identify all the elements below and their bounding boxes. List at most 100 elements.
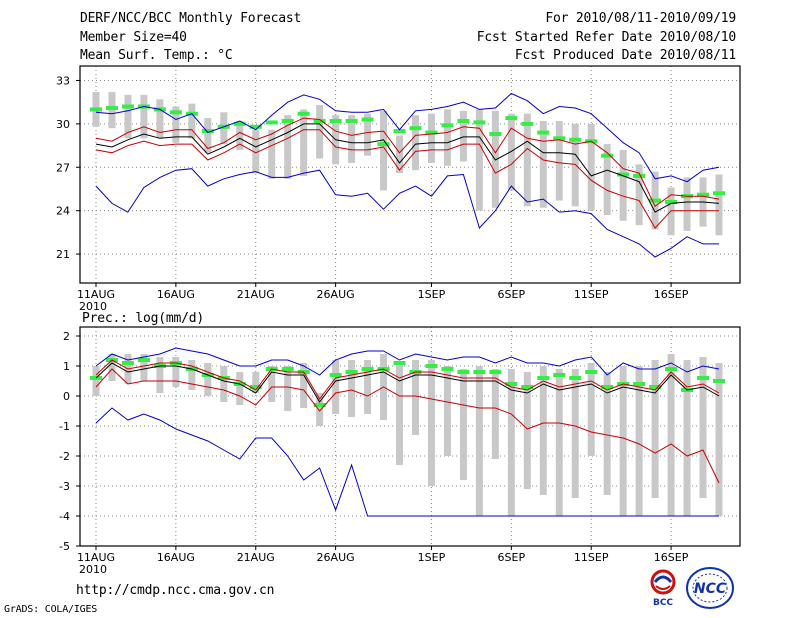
precipitation-green-marker — [489, 370, 502, 374]
temperature-spread-box — [204, 118, 212, 153]
temperature-spread-box — [172, 106, 180, 143]
precipitation-spread-box — [459, 369, 467, 480]
temperature-green-marker — [393, 129, 406, 134]
precipitation-spread-box — [539, 366, 547, 495]
variable-label: Mean Surf. Temp.: °C — [80, 48, 233, 63]
precipitation-spread-box — [651, 360, 659, 498]
precipitation-green-marker — [649, 385, 662, 389]
precipitation-green-marker — [537, 376, 550, 380]
temperature-xtick-label-6: 11SEP — [574, 288, 609, 301]
precipitation-ytick-label-0: -5 — [59, 540, 70, 553]
precipitation-spread-box — [332, 360, 340, 414]
temperature-green-marker — [249, 124, 262, 129]
grads-credit: GrADS: COLA/IGES — [4, 604, 98, 615]
temperature-green-marker — [617, 172, 630, 177]
temperature-green-marker — [537, 130, 550, 135]
precipitation-ytick-label-1: -4 — [59, 510, 70, 523]
precipitation-ytick-label-7: 2 — [63, 330, 70, 343]
precipitation-ytick-label-4: -1 — [59, 420, 70, 433]
precipitation-spread-box — [507, 369, 515, 516]
precipitation-green-marker — [361, 367, 374, 371]
precipitation-xtick-sublabel-0: 2010 — [79, 563, 107, 576]
precipitation-green-marker — [713, 379, 725, 383]
temperature-green-marker — [473, 120, 486, 125]
precipitation-spread-box — [491, 369, 499, 459]
temperature-green-marker — [329, 118, 342, 123]
temperature-xtick-label-3: 26AUG — [317, 288, 355, 301]
precipitation-green-marker — [665, 367, 678, 371]
precipitation-green-marker — [137, 358, 150, 362]
temperature-green-marker — [121, 104, 134, 109]
temperature-spread-box — [459, 110, 467, 162]
temperature-green-marker — [90, 107, 102, 112]
precipitation-upper-bound-line — [95, 347, 720, 376]
precipitation-xtick-label-1: 16AUG — [157, 551, 195, 564]
temperature-ytick-label-1: 24 — [56, 205, 70, 218]
temperature-spread-box — [635, 164, 643, 226]
precipitation-spread-box — [284, 366, 292, 411]
precipitation-green-marker — [553, 373, 566, 377]
temperature-green-marker — [105, 105, 118, 110]
temperature-green-marker — [665, 199, 678, 204]
precipitation-spread-box — [699, 357, 707, 498]
temperature-green-marker — [649, 198, 662, 203]
precipitation-spread-box — [396, 363, 404, 465]
precipitation-xtick-label-4: 1SEP — [418, 551, 446, 564]
temperature-green-marker — [633, 173, 646, 178]
temperature-spread-box — [316, 105, 324, 159]
temperature-spread-box — [475, 109, 483, 211]
temperature-spread-box — [587, 123, 595, 211]
temperature-green-marker — [201, 129, 214, 134]
source-url[interactable]: http://cmdp.ncc.cma.gov.cn — [76, 583, 275, 598]
temperature-spread-box — [523, 113, 531, 207]
precipitation-spread-box — [140, 354, 148, 381]
temperature-xtick-label-5: 6SEP — [498, 288, 526, 301]
precipitation-green-marker — [697, 376, 710, 380]
precipitation-spread-box — [635, 366, 643, 516]
precipitation-lower-bound-line — [95, 407, 719, 517]
precipitation-green-marker — [521, 385, 534, 389]
temperature-green-marker — [361, 117, 374, 122]
precipitation-green-marker — [313, 403, 326, 407]
precipitation-green-marker — [585, 370, 598, 374]
temperature-green-marker — [441, 123, 454, 128]
ncc-logo: NCC — [686, 567, 734, 609]
temperature-green-marker — [521, 121, 534, 126]
precipitation-ytick-label-5: 0 — [63, 390, 70, 403]
temperature-green-marker — [409, 126, 422, 131]
bcc-logo-text: BCC — [653, 598, 673, 608]
temperature-spread-box — [507, 113, 515, 191]
precipitation-spread-box — [364, 360, 372, 414]
precipitation-spread-box — [300, 363, 308, 408]
temperature-ytick-label-4: 33 — [56, 74, 70, 87]
temperature-spread-box — [252, 129, 260, 174]
precipitation-ytick-label-3: -2 — [59, 450, 70, 463]
precipitation-panel-frame — [79, 326, 741, 547]
temperature-spread-box — [268, 129, 276, 179]
temperature-spread-box — [108, 92, 116, 129]
temperature-spread-box — [140, 94, 148, 139]
precipitation-spread-box — [523, 372, 531, 489]
precipitation-green-marker — [249, 385, 262, 389]
precipitation-green-marker — [121, 361, 134, 365]
temperature-ytick-label-3: 30 — [56, 118, 70, 131]
temperature-spread-box — [284, 115, 292, 179]
precipitation-green-marker — [345, 370, 358, 374]
precipitation-spread-box — [427, 360, 435, 486]
temperature-green-marker — [313, 118, 326, 123]
precipitation-xtick-label-7: 16SEP — [654, 551, 689, 564]
temperature-spread-box — [380, 110, 388, 191]
fcst-started-date: Fcst Started Refer Date 2010/08/10 — [476, 30, 737, 45]
chart-title: DERF/NCC/BCC Monthly Forecast — [80, 11, 302, 26]
precipitation-spread-box — [475, 366, 483, 516]
precipitation-red-lower-line — [95, 368, 720, 484]
temperature-spread-box — [427, 113, 435, 163]
precipitation-xtick-label-0: 11AUG — [77, 551, 115, 564]
precipitation-spread-box — [236, 372, 244, 405]
temperature-spread-box — [539, 120, 547, 208]
precipitation-spread-box — [411, 360, 419, 435]
temperature-green-marker — [505, 116, 518, 121]
temperature-red-upper-line — [95, 117, 720, 208]
precipitation-green-marker — [473, 370, 486, 374]
